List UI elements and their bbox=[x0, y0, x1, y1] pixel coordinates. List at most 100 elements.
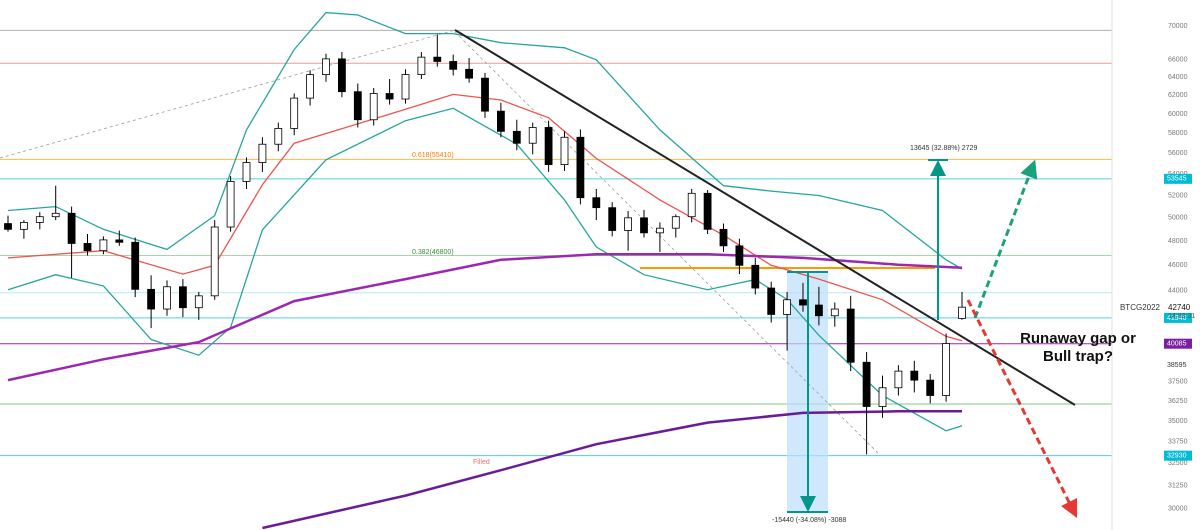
y-tick-label: 30000 bbox=[1168, 506, 1188, 513]
candle-body bbox=[560, 136, 569, 165]
candle-body bbox=[656, 227, 664, 234]
bull-arrow bbox=[973, 159, 1038, 319]
annotation: 13645 (32.88%) 2729 bbox=[910, 145, 977, 152]
y-tick-label: 44000 bbox=[1168, 287, 1188, 294]
annotation: -15440 (-34.08%) -3088 bbox=[772, 517, 846, 524]
symbol: BTCG2022 bbox=[1120, 303, 1161, 312]
candle-body bbox=[878, 387, 887, 407]
price-label: 40085 bbox=[1167, 341, 1187, 348]
y-tick-label: 58000 bbox=[1168, 130, 1188, 137]
candle-body bbox=[799, 299, 807, 306]
price-label: 38595 bbox=[1167, 362, 1187, 369]
candle-body bbox=[67, 212, 76, 244]
candles bbox=[4, 34, 966, 455]
bear-arrow bbox=[966, 299, 1078, 519]
candle-body bbox=[401, 74, 410, 100]
y-tick-label: 37500 bbox=[1168, 379, 1188, 386]
y-tick-label: 70000 bbox=[1168, 23, 1188, 30]
candle-body bbox=[131, 241, 140, 290]
price-label-box bbox=[1164, 338, 1192, 349]
y-tick-label: 60000 bbox=[1168, 111, 1188, 118]
candle-body bbox=[862, 361, 871, 407]
candle-body bbox=[83, 243, 92, 252]
candle-body bbox=[894, 370, 903, 389]
y-tick-label: 64000 bbox=[1168, 74, 1188, 81]
candle-body bbox=[815, 304, 823, 317]
last-price: 42740 bbox=[1168, 303, 1191, 312]
y-tick-label: 33750 bbox=[1168, 438, 1188, 445]
y-tick-label: 31250 bbox=[1168, 482, 1188, 489]
candle-body bbox=[830, 308, 839, 317]
y-tick-label: 56000 bbox=[1168, 150, 1188, 157]
candle-body bbox=[19, 222, 28, 230]
candle-body bbox=[671, 216, 680, 229]
indicator-line bbox=[7, 11, 963, 270]
price-label-box bbox=[1164, 173, 1192, 184]
candle-body bbox=[608, 207, 617, 231]
y-tick-label: 62000 bbox=[1168, 92, 1188, 99]
y-tick-label: 36250 bbox=[1168, 398, 1188, 405]
candle-body bbox=[258, 143, 267, 163]
annotation: Filled bbox=[473, 459, 490, 466]
candle-body bbox=[242, 162, 251, 182]
y-tick-label: 52000 bbox=[1168, 192, 1188, 199]
price-label: 41940 bbox=[1167, 315, 1187, 322]
candle-body bbox=[624, 217, 632, 231]
candle-body bbox=[751, 264, 760, 289]
annotation: 0.382(46800) bbox=[412, 249, 454, 256]
candle-body bbox=[147, 288, 156, 310]
candle-body bbox=[703, 192, 712, 230]
candle-body bbox=[783, 299, 791, 315]
candle-body bbox=[640, 217, 648, 234]
callout: Runaway gap or Bull trap? bbox=[1020, 330, 1136, 365]
candle-body bbox=[290, 97, 299, 129]
candle-body bbox=[433, 56, 442, 62]
candle-body bbox=[544, 127, 553, 165]
price-label-box bbox=[1164, 450, 1192, 461]
candle-body bbox=[178, 286, 187, 309]
candle-body bbox=[210, 226, 219, 297]
candle-body bbox=[115, 239, 124, 243]
price-label-box bbox=[1164, 360, 1192, 371]
candle-body bbox=[528, 127, 537, 144]
candle-body bbox=[496, 110, 505, 132]
candle-body bbox=[353, 91, 362, 121]
candle-body bbox=[481, 77, 489, 112]
y-tick-label: 32500 bbox=[1168, 460, 1188, 467]
candle-body bbox=[846, 308, 855, 363]
candle-body bbox=[274, 128, 283, 145]
countdown: 14:33:31 bbox=[1168, 313, 1195, 320]
candle-body bbox=[417, 56, 426, 75]
candle-body bbox=[767, 287, 776, 315]
candle-body bbox=[4, 223, 12, 230]
y-tick-label: 46000 bbox=[1168, 262, 1188, 269]
y-tick-label: 50000 bbox=[1168, 215, 1188, 222]
price-axis: 7000066000640006200060000580005600054000… bbox=[1164, 23, 1192, 513]
annotations: 0.618(55410) 0.382(46800) 13645 (32.88%) 2… bbox=[412, 145, 977, 524]
y-tick-label: 35000 bbox=[1168, 418, 1188, 425]
candle-body bbox=[719, 228, 728, 247]
candle-body bbox=[51, 212, 60, 218]
candle-body bbox=[306, 74, 315, 99]
price-label-box bbox=[1164, 312, 1192, 323]
dashed-fib-line bbox=[0, 29, 456, 159]
y-tick-label: 66000 bbox=[1168, 57, 1188, 64]
candle-body bbox=[926, 379, 935, 396]
trendline bbox=[454, 29, 1076, 406]
candle-body bbox=[735, 245, 744, 266]
candle-body bbox=[449, 61, 458, 70]
candle-body bbox=[226, 181, 235, 228]
price-label: 32930 bbox=[1167, 453, 1187, 460]
candle-body bbox=[194, 295, 203, 309]
candle-body bbox=[369, 93, 378, 121]
price-label: 53545 bbox=[1167, 176, 1187, 183]
indicator-line bbox=[7, 93, 963, 342]
indicator-line bbox=[262, 410, 962, 530]
annotation: 0.618(55410) bbox=[412, 152, 454, 159]
candle-body bbox=[576, 136, 585, 199]
candle-body bbox=[910, 370, 919, 381]
candle-body bbox=[163, 286, 171, 310]
candle-body bbox=[465, 68, 474, 79]
